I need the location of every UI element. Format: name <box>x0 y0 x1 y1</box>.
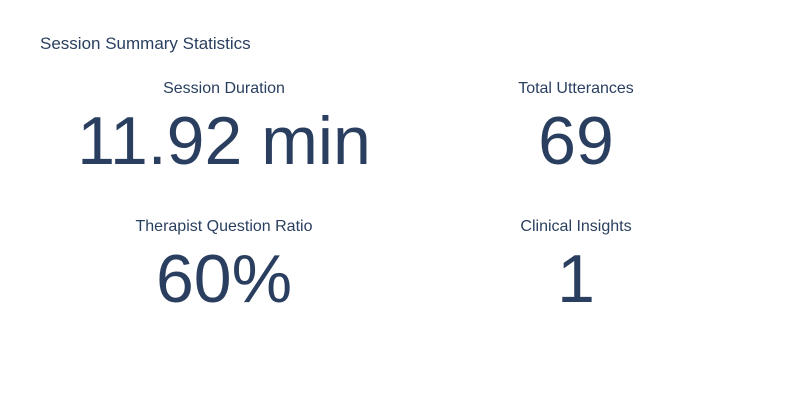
metric-value: 60% <box>155 241 293 317</box>
metric-therapist-question-ratio: Therapist Question Ratio 60% <box>24 218 424 314</box>
metric-label: Clinical Insights <box>520 218 632 235</box>
metric-total-utterances: Total Utterances 69 <box>376 80 776 176</box>
metric-value: 69 <box>538 103 614 179</box>
metric-label: Total Utterances <box>518 80 634 97</box>
metric-label: Therapist Question Ratio <box>135 218 313 235</box>
metric-value: 1 <box>557 241 595 317</box>
metric-label: Session Duration <box>163 80 285 97</box>
page-title: Session Summary Statistics <box>40 34 251 53</box>
metric-value: 11.92 min <box>77 103 371 179</box>
metric-clinical-insights: Clinical Insights 1 <box>376 218 776 314</box>
metric-session-duration: Session Duration 11.92 min <box>24 80 424 176</box>
